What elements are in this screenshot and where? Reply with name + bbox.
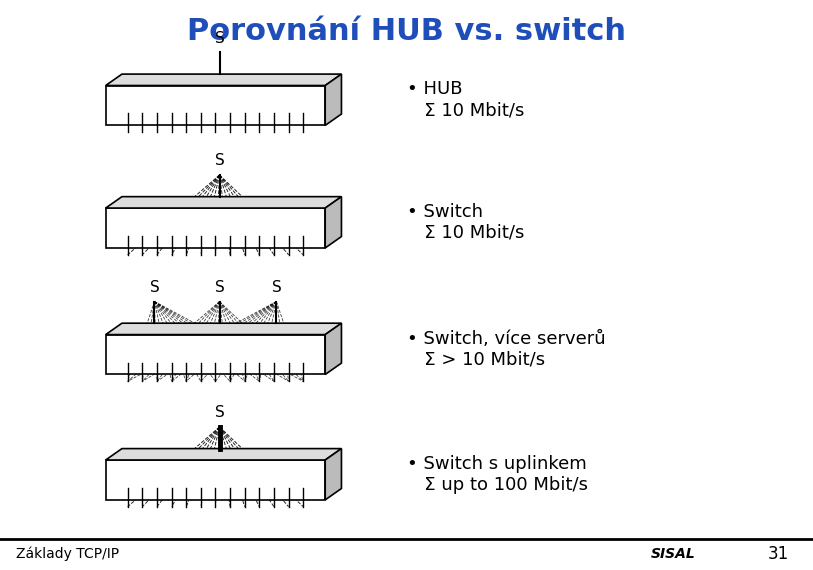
Text: SISAL: SISAL [650, 547, 695, 561]
Text: S: S [215, 280, 224, 295]
Text: • Switch, více serverů: • Switch, více serverů [406, 329, 605, 348]
Text: Σ 10 Mbit/s: Σ 10 Mbit/s [406, 101, 524, 119]
Text: 31: 31 [767, 545, 789, 563]
Text: S: S [215, 405, 224, 420]
Text: Základy TCP/IP: Základy TCP/IP [16, 547, 120, 561]
Polygon shape [106, 323, 341, 335]
Polygon shape [325, 449, 341, 500]
Polygon shape [325, 323, 341, 374]
FancyBboxPatch shape [106, 86, 325, 125]
FancyBboxPatch shape [106, 208, 325, 248]
Text: • HUB: • HUB [406, 80, 462, 99]
Text: S: S [215, 153, 224, 168]
Polygon shape [325, 74, 341, 125]
Polygon shape [325, 197, 341, 248]
Text: Porovnání HUB vs. switch: Porovnání HUB vs. switch [187, 17, 626, 46]
Text: Σ up to 100 Mbit/s: Σ up to 100 Mbit/s [406, 475, 588, 494]
Text: Σ 10 Mbit/s: Σ 10 Mbit/s [406, 223, 524, 242]
Text: • Switch s uplinkem: • Switch s uplinkem [406, 455, 586, 473]
FancyBboxPatch shape [106, 460, 325, 500]
Text: Σ > 10 Mbit/s: Σ > 10 Mbit/s [406, 350, 545, 368]
FancyBboxPatch shape [106, 335, 325, 374]
Polygon shape [106, 74, 341, 86]
Text: S: S [150, 280, 159, 295]
Polygon shape [106, 197, 341, 208]
Text: S: S [272, 280, 281, 295]
Text: S: S [215, 31, 224, 46]
Text: • Switch: • Switch [406, 203, 482, 221]
Polygon shape [106, 449, 341, 460]
